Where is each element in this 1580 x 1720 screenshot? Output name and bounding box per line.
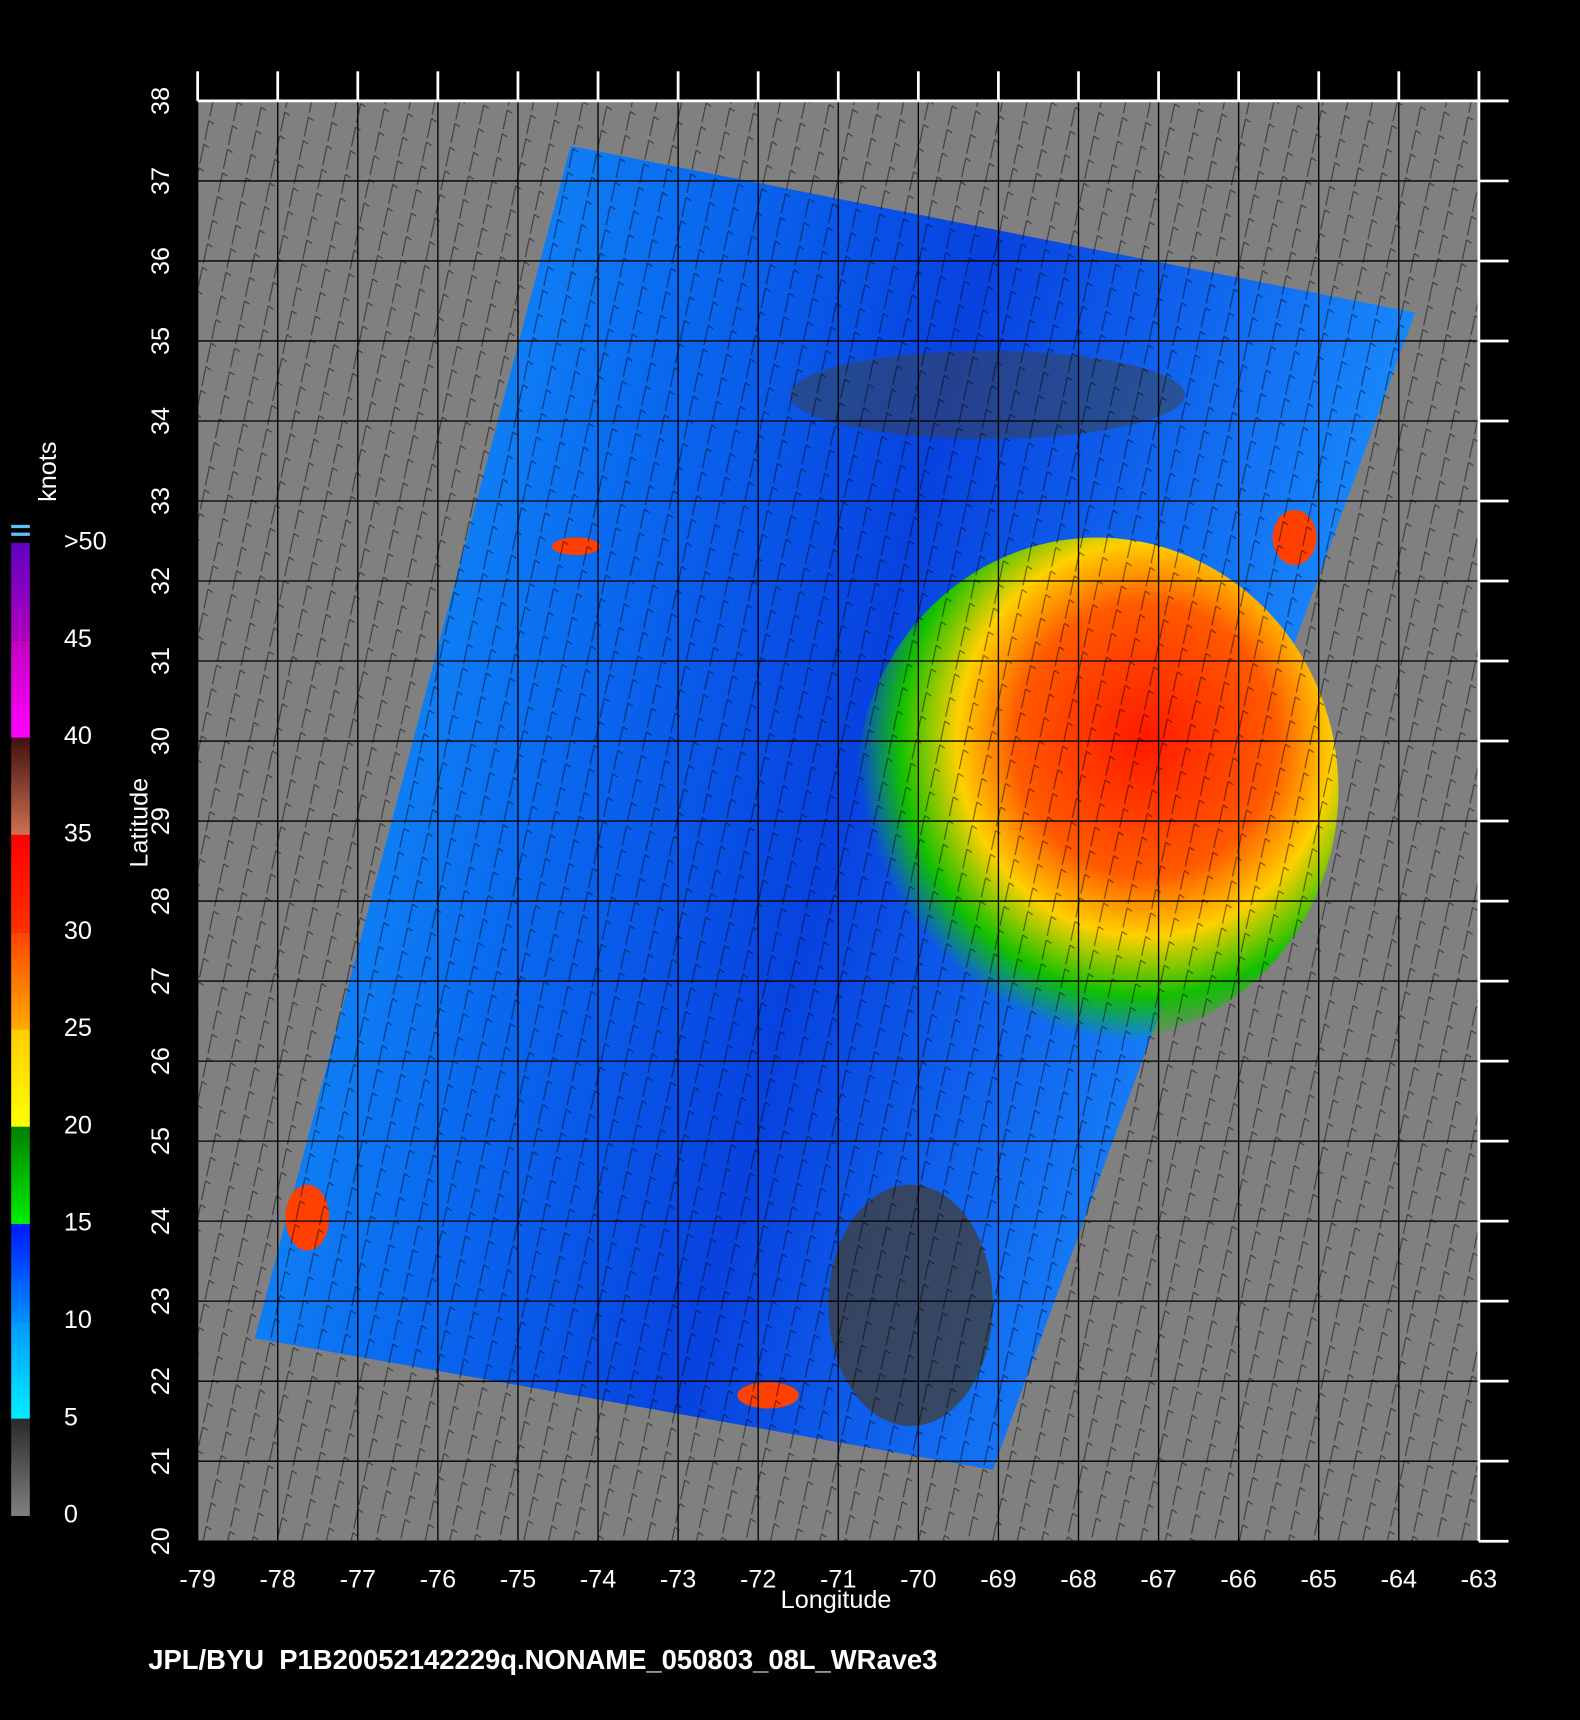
y-tick-label: 33 [147,487,175,515]
y-tick-label: 26 [147,1047,175,1075]
colorbar-tick-label: 40 [64,722,92,750]
y-tick-label: 35 [147,327,175,355]
x-tick-label: -65 [1300,1565,1336,1593]
y-tick-label: 22 [147,1367,175,1395]
colorbar-tick-label: >50 [64,528,107,556]
colorbar-segment [11,737,30,835]
y-tick-label: 38 [147,87,175,115]
colorbar-tick-label: 20 [64,1111,92,1139]
y-tick-label: 23 [147,1287,175,1315]
axes: -79 -78 -77 -76 -75 -74 -73 -72 -71 -70 -69 -68 -67 -… [11,71,1509,1593]
y-tick-label: 29 [147,807,175,835]
colorbar-segment [11,1224,30,1322]
x-tick-label: -78 [260,1565,296,1593]
x-tick-label: -77 [340,1565,376,1593]
colorbar-segment [11,1418,30,1516]
x-tick-label: -74 [580,1565,616,1593]
y-axis-label: Latitude [125,778,153,868]
x-tick-label: -69 [980,1565,1016,1593]
x-tick-label: -79 [179,1565,215,1593]
x-tick-label: -75 [500,1565,536,1593]
x-tick-label: -63 [1461,1565,1497,1593]
colorbar-tick-label: 0 [64,1501,78,1529]
colorbar-segment [11,640,30,738]
colorbar-segment [11,932,30,1030]
x-tick-label: -72 [740,1565,776,1593]
y-tick-label: 36 [147,247,175,275]
y-tick-label: 30 [147,727,175,755]
colorbar-segment [11,1029,30,1127]
colorbar-segment [11,834,30,933]
y-tick-label: 31 [147,647,175,675]
x-tick-label: -67 [1140,1565,1176,1593]
x-tick-label: -73 [660,1565,696,1593]
y-tick-label: 32 [147,567,175,595]
colorbar-tick-label: 30 [64,917,92,945]
y-tick-label: 21 [147,1447,175,1475]
x-tick-label: -76 [420,1565,456,1593]
y-tick-label: 37 [147,167,175,195]
colorbar-tick-label: 45 [64,625,92,653]
colorbar-segment [11,1321,30,1419]
y-tick-label: 20 [147,1527,175,1555]
x-tick-label: -71 [820,1565,856,1593]
y-tick-label: 28 [147,887,175,915]
y-tick-label: 25 [147,1127,175,1155]
colorbar-segment [11,1126,30,1225]
footer: JPL/BYU P1B20052142229q.NONAME_050803_08… [148,1644,937,1675]
colorbar-title: knots [34,442,62,502]
colorbar-tick-label: 25 [64,1014,92,1042]
x-tick-label: -70 [900,1565,936,1593]
colorbar-tick-label: 10 [64,1306,92,1334]
x-tick-label: -66 [1220,1565,1256,1593]
x-tick-label: -68 [1060,1565,1096,1593]
x-axis-label: Longitude [781,1586,892,1614]
y-tick-label: 24 [147,1207,175,1235]
colorbar-tick-label: 35 [64,820,92,848]
colorbar-segment [11,542,30,641]
y-tick-label: 27 [147,967,175,995]
colorbar-tick-label: 5 [64,1403,78,1431]
colorbar-tick-label: 15 [64,1209,92,1237]
y-tick-label: 34 [147,407,175,435]
x-tick-label: -64 [1381,1565,1417,1593]
